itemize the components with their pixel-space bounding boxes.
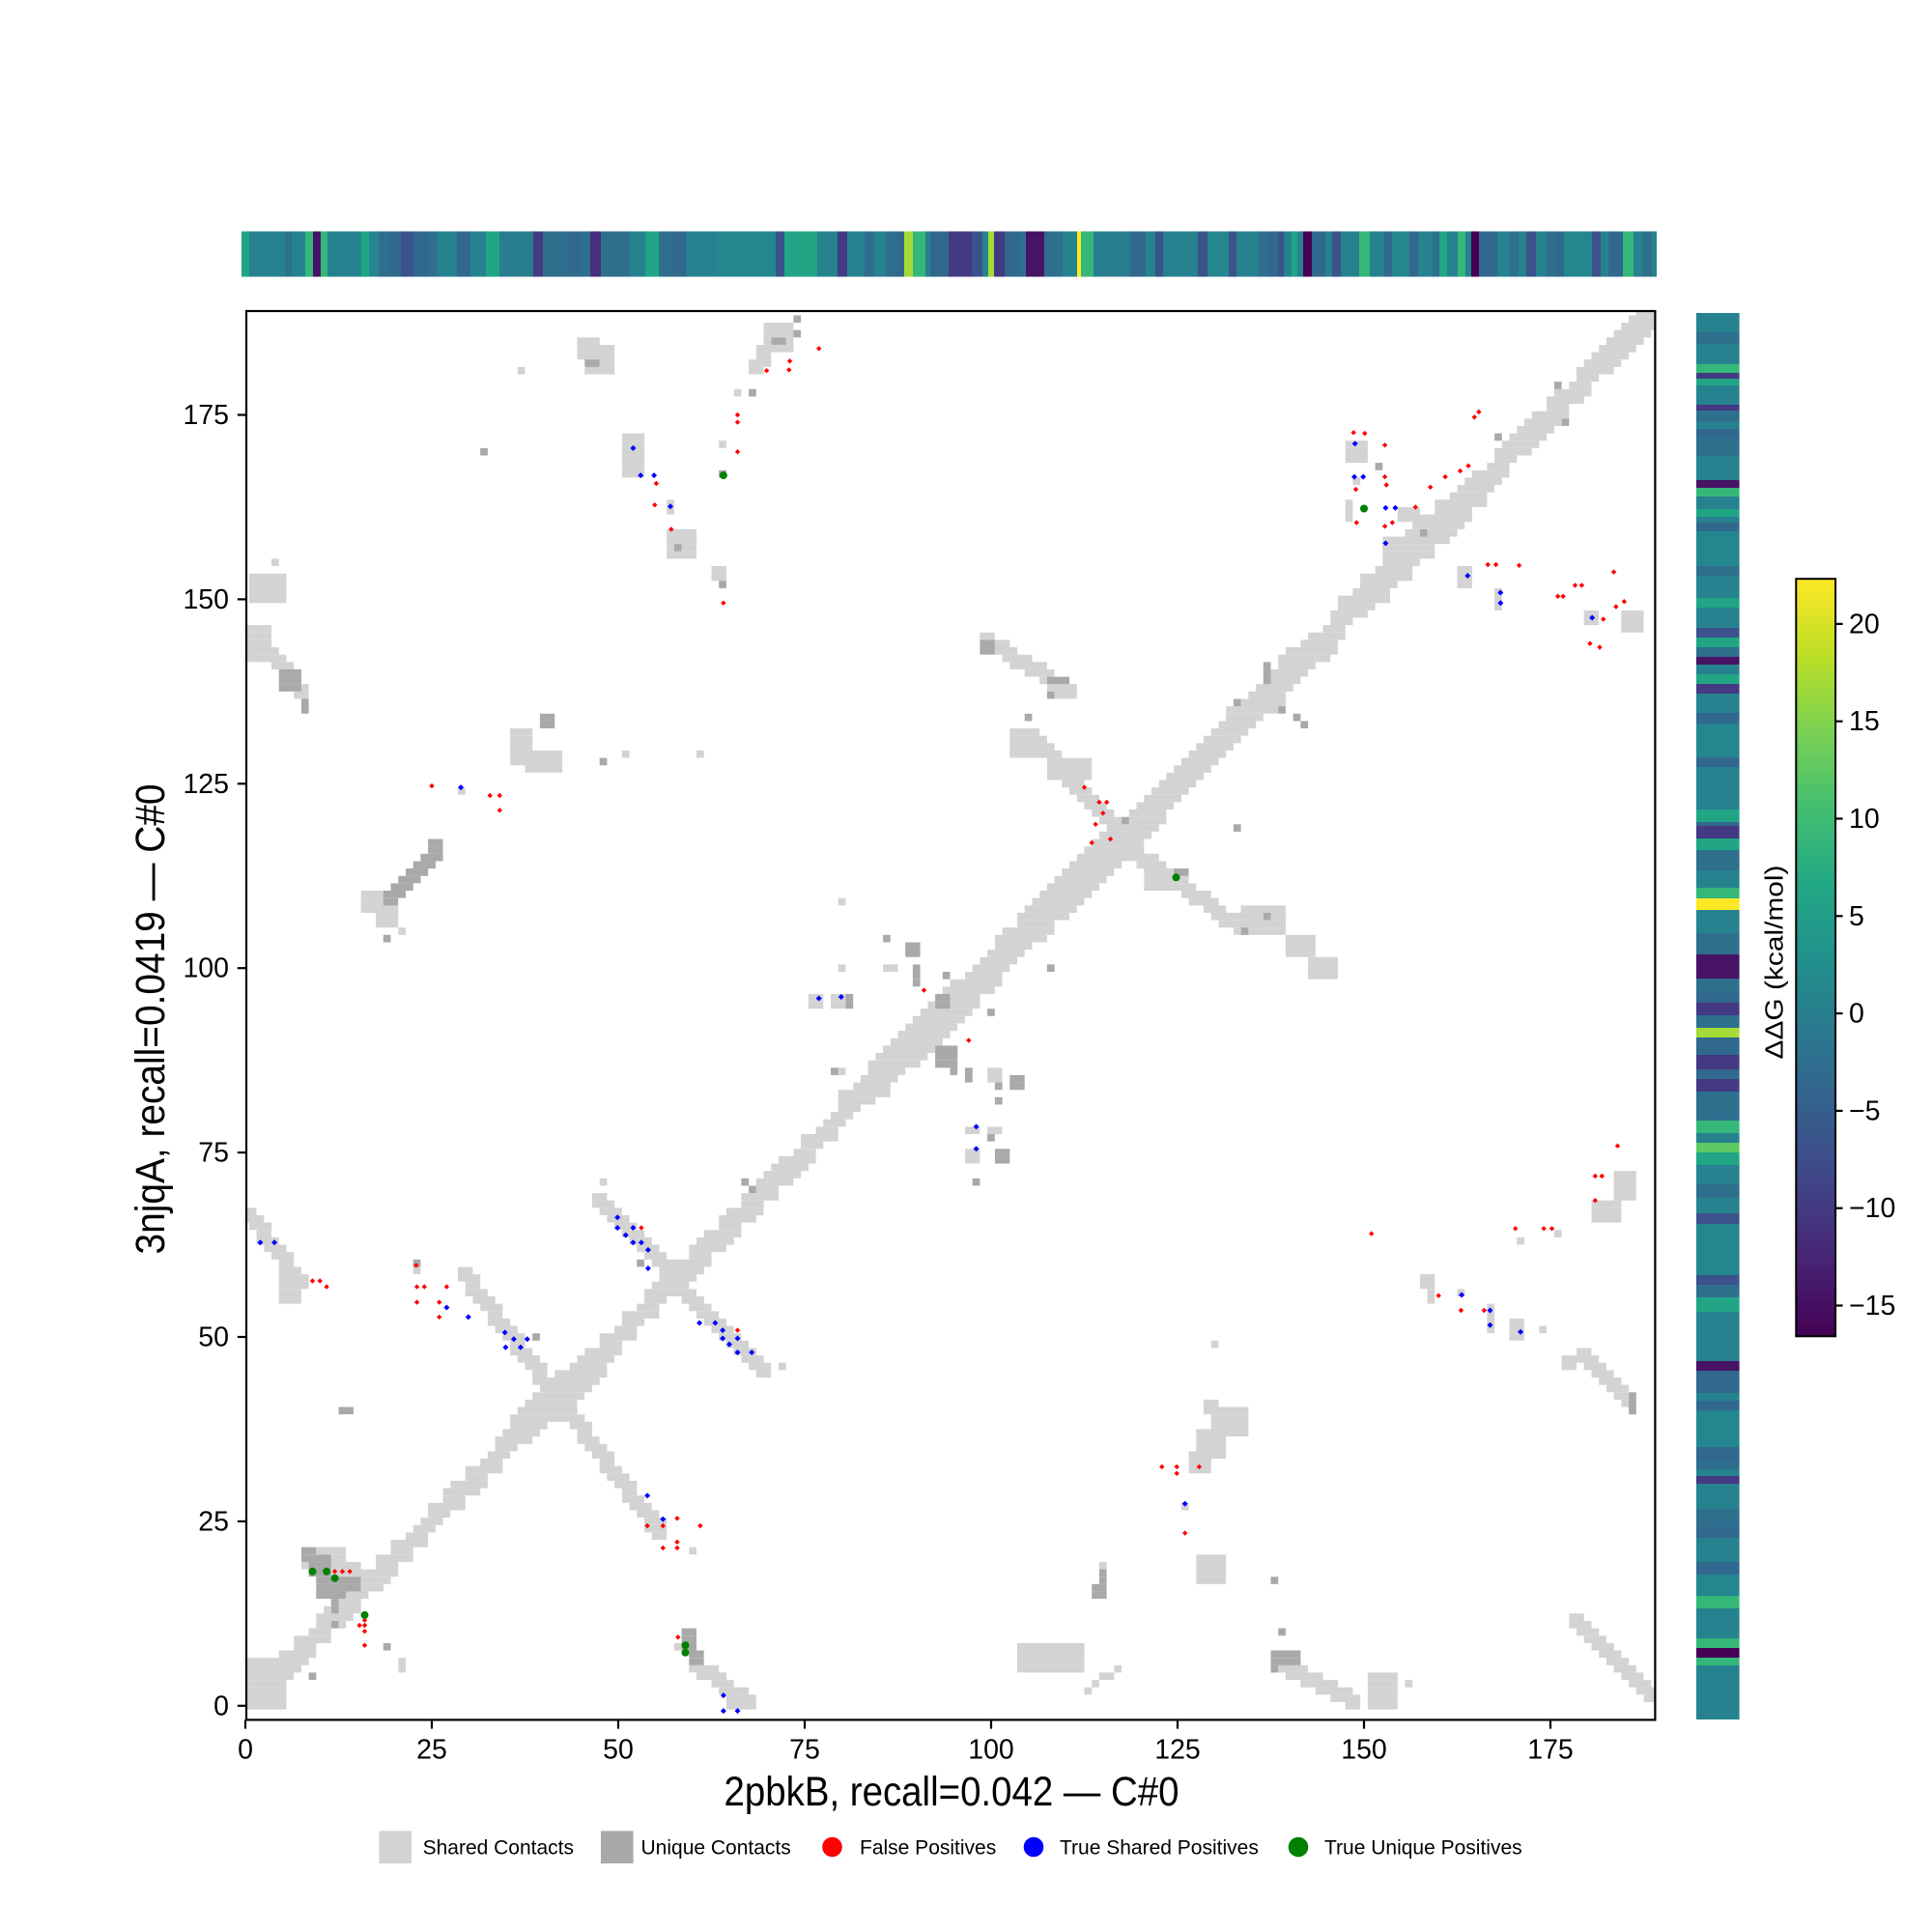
svg-text:0: 0 [1849,999,1864,1030]
svg-text:−5: −5 [1849,1095,1881,1126]
svg-text:True Shared Positives: True Shared Positives [1060,1837,1259,1860]
svg-text:−10: −10 [1849,1193,1895,1224]
svg-text:20: 20 [1849,609,1880,639]
svg-text:25: 25 [198,1506,229,1537]
svg-text:175: 175 [183,400,229,431]
svg-text:125: 125 [1154,1735,1201,1766]
svg-text:50: 50 [603,1735,634,1766]
svg-text:50: 50 [198,1322,229,1353]
svg-text:100: 100 [183,953,229,984]
svg-text:25: 25 [416,1735,447,1766]
svg-text:125: 125 [183,769,229,800]
svg-text:100: 100 [968,1735,1014,1766]
svg-text:150: 150 [183,584,229,615]
svg-text:Unique Contacts: Unique Contacts [641,1837,791,1860]
svg-text:Shared Contacts: Shared Contacts [423,1837,574,1860]
svg-text:0: 0 [213,1690,229,1721]
svg-text:75: 75 [789,1735,820,1766]
svg-text:0: 0 [238,1735,253,1766]
svg-text:3njqA, recall=0.0419 — C#0: 3njqA, recall=0.0419 — C#0 [128,784,174,1255]
svg-text:2pbkB, recall=0.042 — C#0: 2pbkB, recall=0.042 — C#0 [724,1769,1179,1815]
svg-text:75: 75 [198,1138,229,1169]
svg-text:15: 15 [1849,706,1880,737]
svg-text:5: 5 [1849,901,1864,932]
svg-text:150: 150 [1341,1735,1387,1766]
svg-text:ΔΔG (kcal/mol): ΔΔG (kcal/mol) [1760,866,1789,1060]
svg-text:175: 175 [1527,1735,1574,1766]
svg-text:False Positives: False Positives [860,1837,996,1860]
svg-text:10: 10 [1849,804,1880,835]
svg-text:True Unique Positives: True Unique Positives [1324,1837,1522,1860]
svg-text:−15: −15 [1849,1291,1895,1321]
